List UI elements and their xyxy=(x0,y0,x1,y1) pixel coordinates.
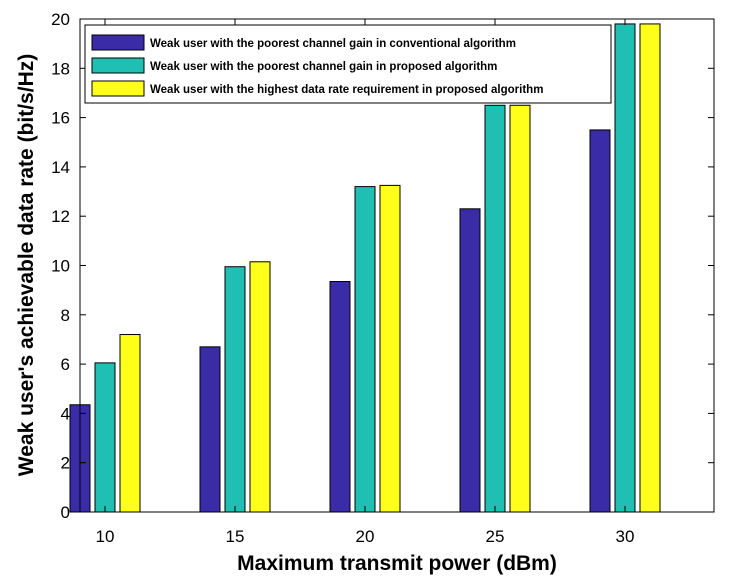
y-tick-label: 16 xyxy=(51,109,70,128)
x-axis-title: Maximum transmit power (dBm) xyxy=(237,552,557,575)
y-axis-title: Weak user's achievable data rate (bit/s/… xyxy=(15,54,38,476)
x-axis: 10 15 20 25 30 xyxy=(96,19,635,546)
legend-swatch-2 xyxy=(91,57,145,74)
y-axis: 0 2 4 6 8 10 12 14 16 18 20 xyxy=(51,10,714,522)
y-tick-label: 2 xyxy=(61,454,70,473)
legend-label-2: Weak user with the poorest channel gain … xyxy=(150,61,497,73)
bar-series-3-10 xyxy=(119,334,141,513)
y-tick-label: 4 xyxy=(61,404,70,423)
legend: Weak user with the poorest channel gain … xyxy=(84,24,612,104)
x-tick-label: 30 xyxy=(616,527,635,546)
legend-swatch-1 xyxy=(91,34,145,51)
bar-series-3-30 xyxy=(639,23,661,513)
y-tick-label: 0 xyxy=(61,503,70,522)
legend-box xyxy=(84,24,612,104)
x-tick-label: 10 xyxy=(96,527,115,546)
bar-series-2-20 xyxy=(354,186,376,513)
bars-layer xyxy=(69,23,661,513)
bar-series-1-25 xyxy=(459,208,481,513)
bar-series-2-10 xyxy=(94,362,116,513)
legend-label-3: Weak user with the highest data rate req… xyxy=(150,84,543,96)
legend-swatch-3 xyxy=(91,80,145,97)
bar-series-3-25 xyxy=(509,104,531,513)
bar-series-1-30 xyxy=(589,129,611,513)
x-tick-label: 15 xyxy=(226,527,245,546)
bar-series-3-15 xyxy=(249,261,271,513)
y-tick-label: 20 xyxy=(51,10,70,29)
bar-series-2-15 xyxy=(224,266,246,513)
x-tick-label: 25 xyxy=(486,527,505,546)
y-tick-label: 18 xyxy=(51,59,70,78)
bar-series-3-20 xyxy=(379,184,401,513)
bar-series-1-20 xyxy=(329,281,351,513)
bar-series-2-30 xyxy=(614,23,636,513)
y-tick-label: 10 xyxy=(51,257,70,276)
bar-series-1-15 xyxy=(199,346,221,513)
y-tick-label: 8 xyxy=(61,306,70,325)
bar-series-2-25 xyxy=(484,104,506,513)
x-tick-label: 20 xyxy=(356,527,375,546)
y-tick-label: 12 xyxy=(51,207,70,226)
y-tick-label: 14 xyxy=(51,158,70,177)
y-tick-label: 6 xyxy=(61,355,70,374)
legend-label-1: Weak user with the poorest channel gain … xyxy=(150,38,516,50)
